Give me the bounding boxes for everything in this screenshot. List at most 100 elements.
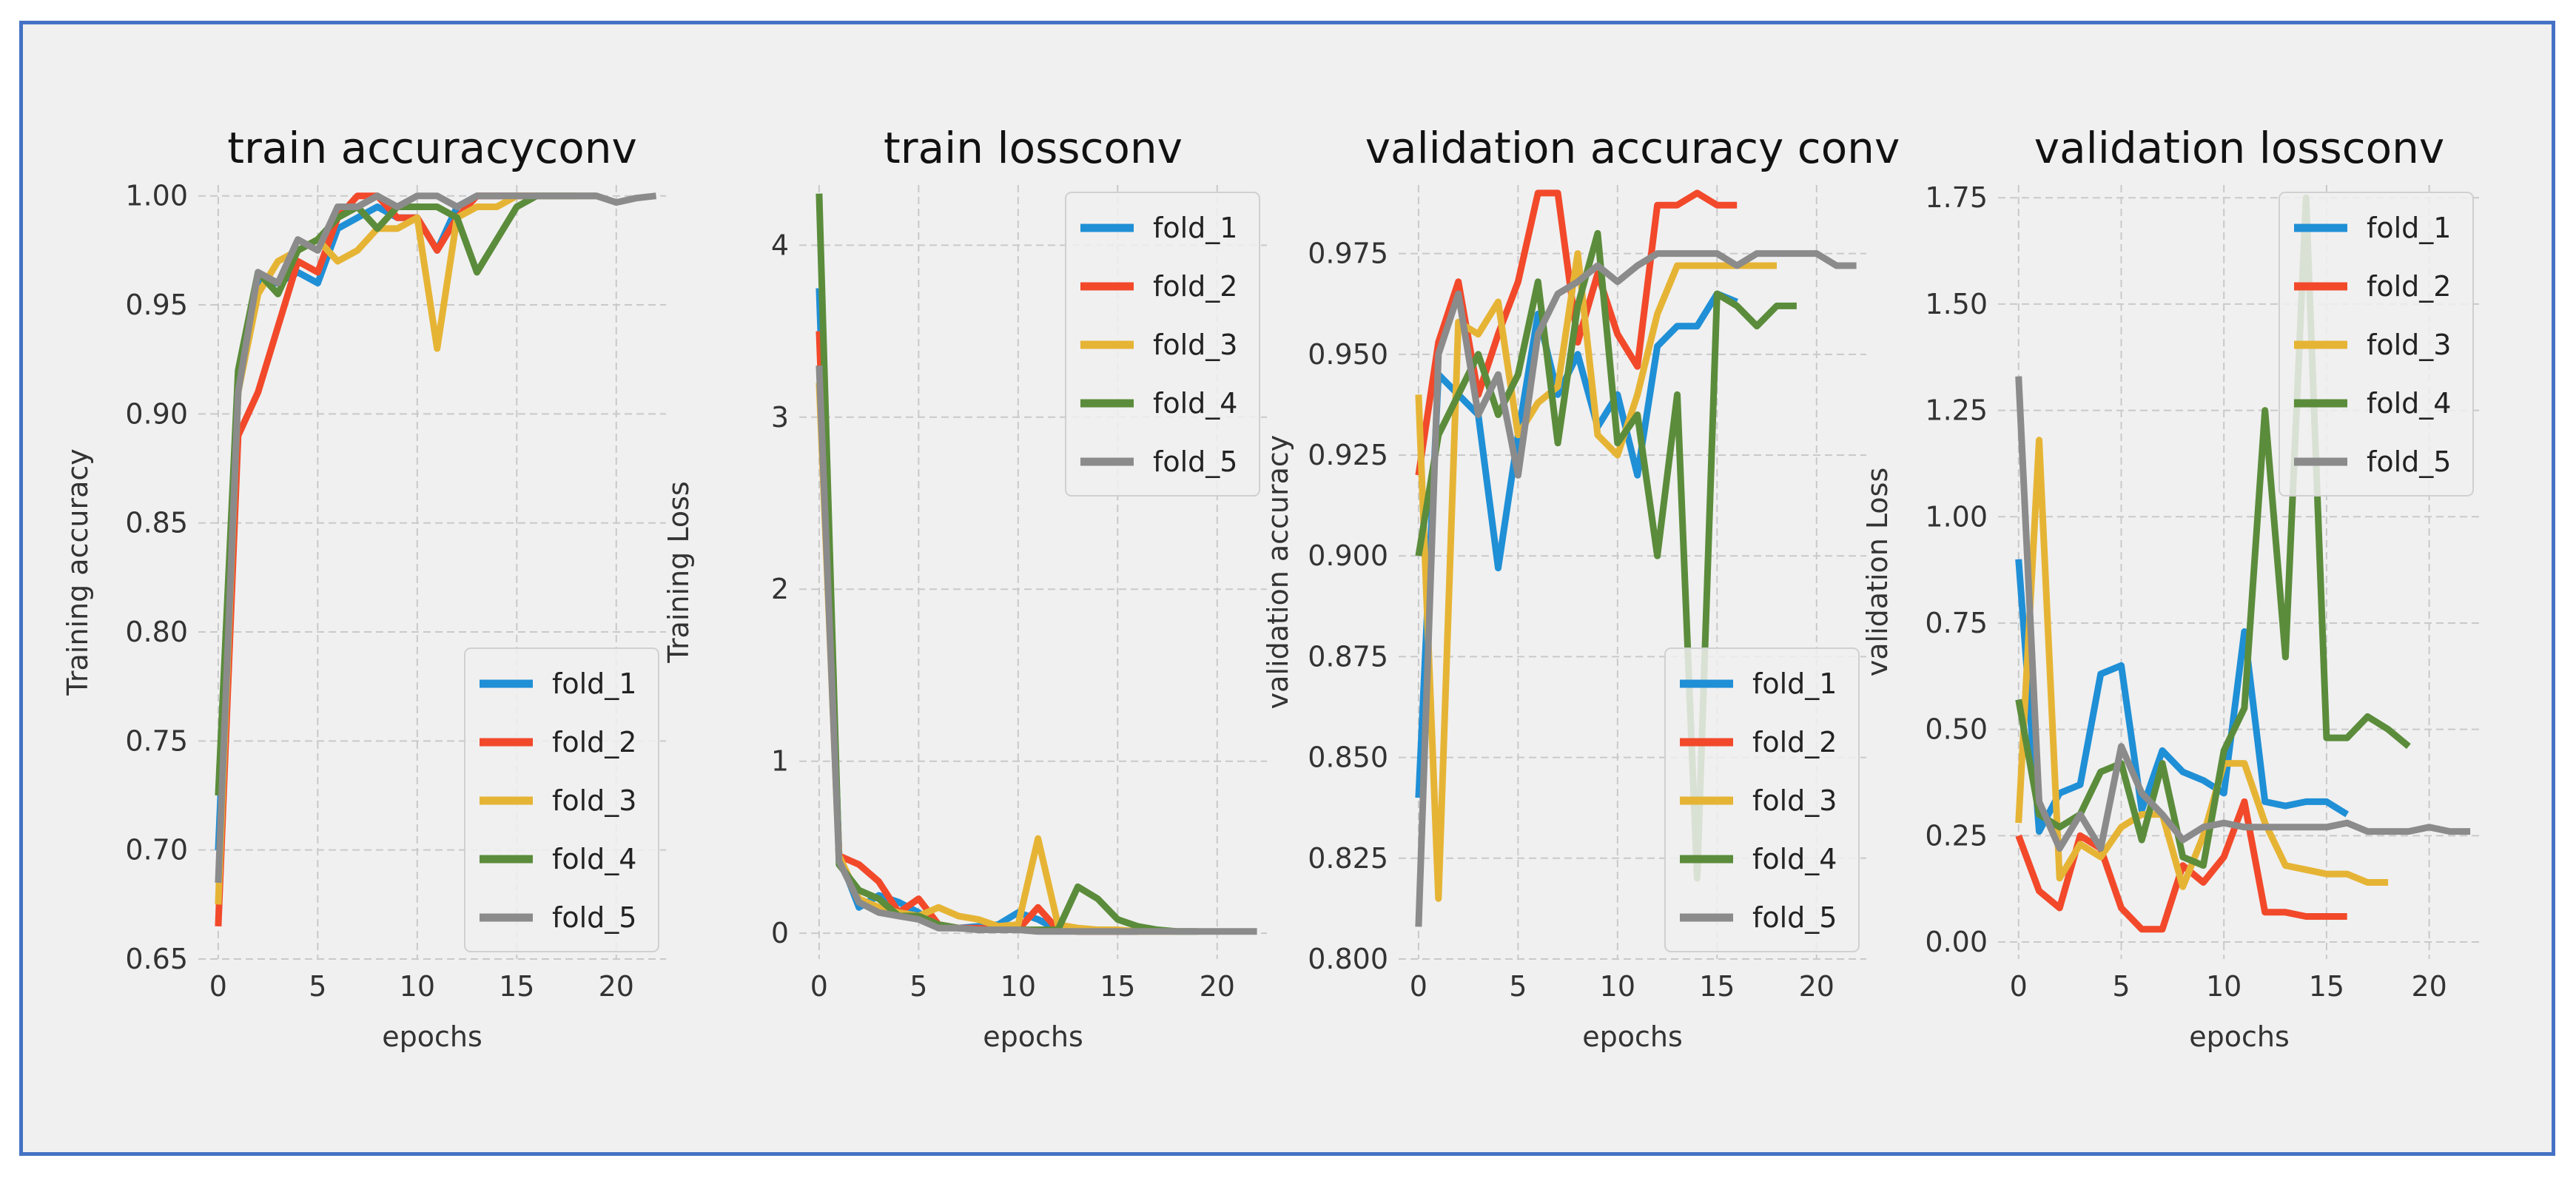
- x-tick-label: 20: [1200, 970, 1235, 1003]
- y-axis-label: validation Loss: [1861, 468, 1894, 677]
- series-line-fold-5: [2015, 376, 2471, 852]
- x-tick-label: 10: [1001, 970, 1036, 1003]
- x-tick-label: 5: [909, 970, 927, 1003]
- legend-label: fold_1: [2367, 212, 2451, 244]
- y-tick-label: 0.00: [1925, 926, 1988, 958]
- x-tick-label: 20: [1799, 970, 1835, 1003]
- y-tick-label: 0: [771, 917, 789, 949]
- y-tick-label: 0.825: [1308, 842, 1388, 875]
- legend-label: fold_3: [1153, 329, 1237, 361]
- y-tick-label: 0.75: [1925, 607, 1988, 639]
- x-axis-label: epochs: [983, 1020, 1083, 1053]
- series-line-fold-5: [815, 365, 1257, 935]
- legend-label: fold_3: [2367, 329, 2451, 361]
- x-tick-label: 10: [1600, 970, 1635, 1003]
- x-tick-label: 5: [309, 970, 326, 1003]
- legend-label: fold_3: [1752, 784, 1837, 817]
- legend-label: fold_2: [552, 726, 636, 758]
- y-tick-label: 1: [771, 745, 789, 778]
- legend: fold_1 fold_2 fold_3 fold_4 fold_5: [1664, 647, 1860, 952]
- y-tick-label: 0.75: [125, 724, 188, 757]
- x-tick-label: 20: [599, 970, 634, 1003]
- y-tick-label: 4: [771, 229, 789, 261]
- chart-panel-2: train lossconv 0 1 2 3 4 0 5 10 15 20 epochs Trainin…: [662, 123, 1267, 1053]
- legend-label: fold_2: [1752, 726, 1837, 758]
- x-axis-label: epochs: [1582, 1020, 1683, 1053]
- x-tick-label: 0: [2010, 970, 2028, 1003]
- y-tick-label: 1.50: [1925, 288, 1988, 320]
- legend-box: [464, 647, 659, 952]
- series-line-fold-4: [1415, 229, 1797, 882]
- y-axis-label: validation accuracy: [1262, 435, 1294, 710]
- y-tick-label: 0.925: [1308, 439, 1388, 471]
- y-tick-label: 1.00: [125, 180, 188, 212]
- legend-box: [2279, 192, 2474, 497]
- y-tick-label: 3: [771, 401, 789, 434]
- y-tick-label: 0.90: [125, 397, 188, 430]
- y-tick-label: 0.950: [1308, 338, 1388, 371]
- chart-panel-4: validation lossconv 0.00 0.25 0.50 0.75 1.00 1…: [1861, 123, 2481, 1053]
- y-tick-label: 0.70: [125, 834, 188, 867]
- chart-title: validation accuracy conv: [1365, 123, 1900, 173]
- chart-title: train accuracyconv: [227, 123, 637, 173]
- y-tick-label: 0.95: [125, 289, 188, 321]
- x-tick-label: 0: [810, 970, 828, 1003]
- chart-title: train lossconv: [884, 123, 1183, 173]
- x-tick-label: 5: [1509, 970, 1527, 1003]
- x-tick-label: 20: [2411, 970, 2446, 1003]
- legend: fold_1 fold_2 fold_3 fold_4 fold_5: [2279, 192, 2474, 497]
- y-tick-label: 2: [771, 573, 789, 605]
- x-tick-label: 15: [499, 970, 534, 1003]
- y-tick-label: 0.975: [1308, 238, 1388, 270]
- x-tick-label: 10: [400, 970, 435, 1003]
- x-tick-label: 15: [2309, 970, 2344, 1003]
- legend-label: fold_1: [552, 667, 636, 700]
- y-tick-label: 0.50: [1925, 713, 1988, 746]
- legend-label: fold_4: [1153, 387, 1237, 420]
- legend-label: fold_4: [552, 843, 636, 875]
- x-axis-label: epochs: [382, 1020, 482, 1053]
- chart-panel-1: train accuracyconv 0.65 0.70 0.75 0.80 0.85 0.…: [61, 123, 666, 1053]
- y-tick-label: 0.85: [125, 507, 188, 539]
- legend-label: fold_1: [1153, 212, 1237, 244]
- legend-label: fold_4: [2367, 387, 2451, 420]
- y-tick-label: 0.25: [1925, 819, 1988, 852]
- legend: fold_1 fold_2 fold_3 fold_4 fold_5: [1065, 192, 1260, 497]
- series-line-fold-5: [215, 192, 657, 884]
- legend-label: fold_5: [1752, 901, 1837, 934]
- legend-box: [1065, 192, 1260, 497]
- y-tick-label: 1.25: [1925, 394, 1988, 427]
- y-tick-label: 0.850: [1308, 741, 1388, 774]
- series-line-fold-1: [2015, 559, 2350, 835]
- x-tick-label: 5: [2112, 970, 2130, 1003]
- y-tick-label: 0.80: [125, 616, 188, 648]
- y-tick-label: 0.900: [1308, 539, 1388, 572]
- chart-title: validation lossconv: [2034, 123, 2444, 173]
- series-line-fold-4: [2015, 194, 2411, 869]
- legend-label: fold_5: [1153, 445, 1237, 478]
- x-tick-label: 15: [1699, 970, 1735, 1003]
- legend-label: fold_2: [2367, 270, 2451, 303]
- y-axis-label: Training Loss: [662, 481, 695, 663]
- legend-label: fold_2: [1153, 270, 1237, 303]
- x-tick-label: 0: [1410, 970, 1427, 1003]
- x-tick-label: 15: [1100, 970, 1135, 1003]
- y-tick-label: 0.65: [125, 943, 188, 975]
- legend-label: fold_5: [2367, 445, 2451, 478]
- x-tick-label: 0: [209, 970, 227, 1003]
- series-line-fold-1: [1415, 290, 1738, 798]
- series-line-fold-3: [1415, 250, 1777, 902]
- x-tick-label: 10: [2206, 970, 2242, 1003]
- y-axis-label: Training accuracy: [61, 448, 94, 696]
- legend-box: [1664, 647, 1860, 952]
- y-tick-label: 1.00: [1925, 500, 1988, 533]
- y-tick-label: 1.75: [1925, 181, 1988, 214]
- chart-panel-3: validation accuracy conv 0.800 0.825 0.850 0…: [1262, 123, 1900, 1053]
- legend-label: fold_5: [552, 901, 636, 934]
- legend-label: fold_4: [1752, 843, 1837, 875]
- x-axis-label: epochs: [2189, 1020, 2290, 1053]
- y-tick-label: 0.875: [1308, 640, 1388, 673]
- legend-label: fold_3: [552, 784, 636, 817]
- legend-label: fold_1: [1752, 667, 1837, 700]
